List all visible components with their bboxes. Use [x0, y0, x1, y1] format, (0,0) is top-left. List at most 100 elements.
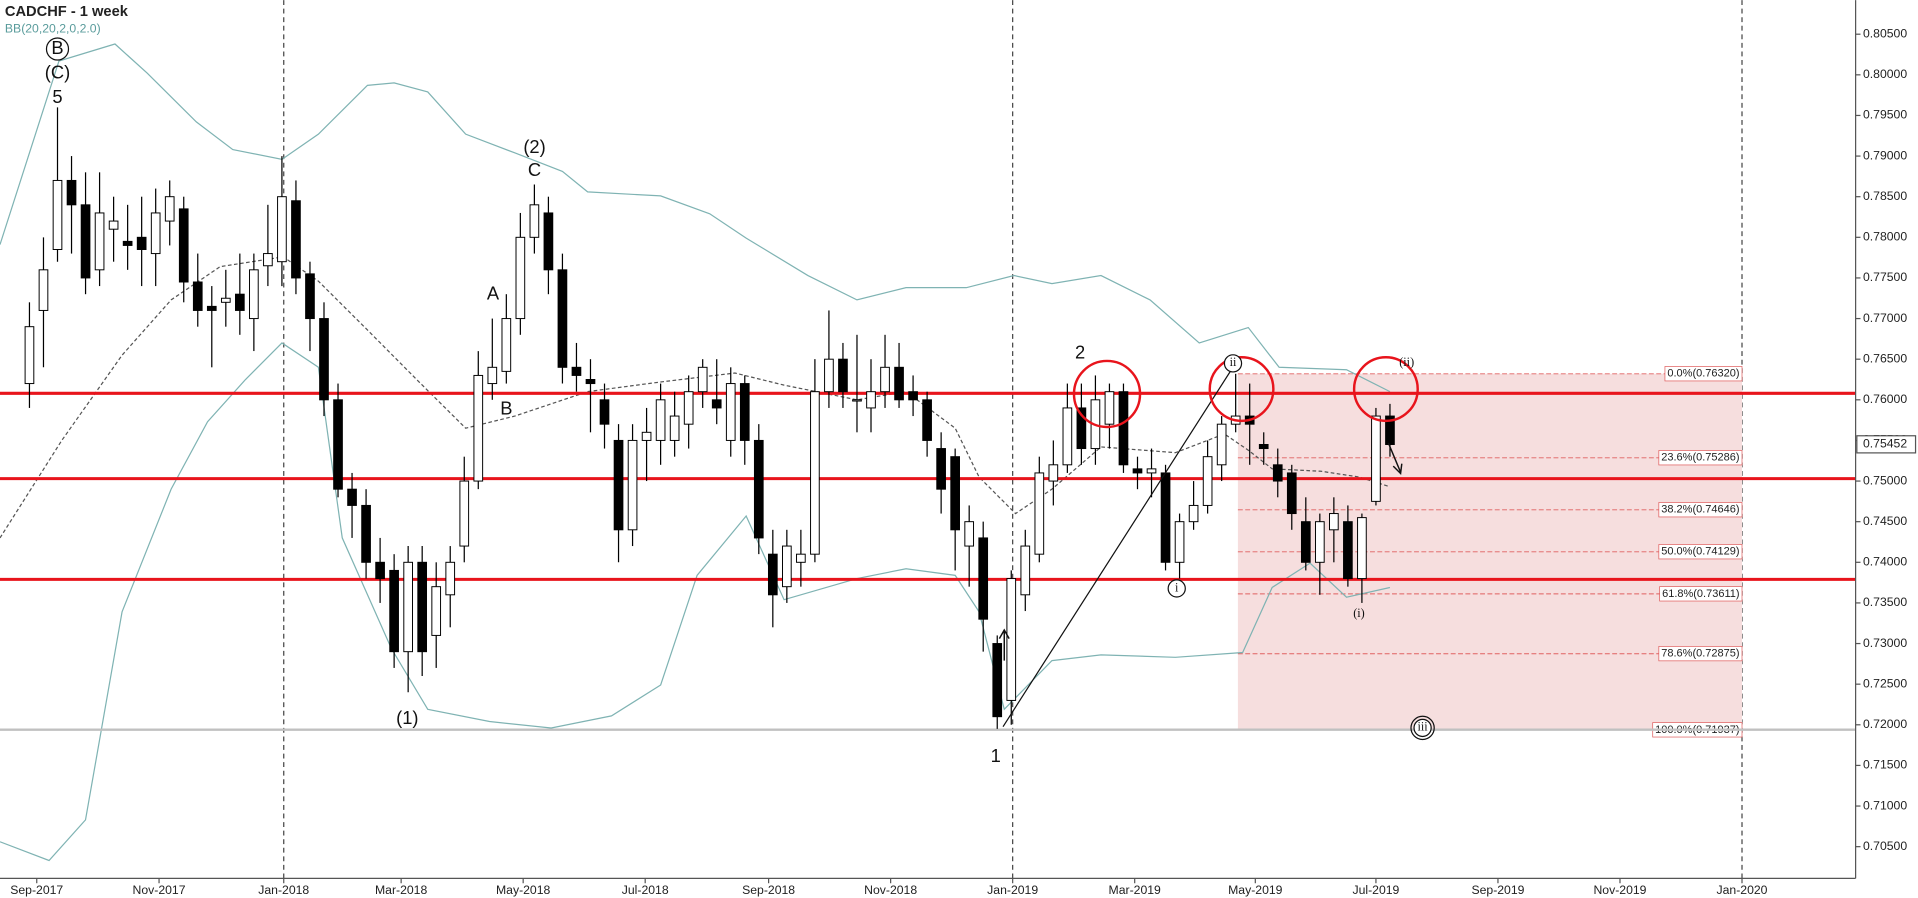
wave-label: 2	[1075, 341, 1085, 362]
x-tick-label: May-2018	[496, 883, 551, 897]
x-tick-label: May-2019	[1228, 883, 1283, 897]
candle-body	[319, 318, 329, 401]
x-tick-label: Mar-2019	[1109, 883, 1161, 897]
fib-label: 50.0%(0.74129)	[1661, 546, 1739, 558]
x-tick-label: Jan-2020	[1717, 883, 1768, 897]
y-tick-label: 0.77500	[1863, 270, 1907, 284]
x-tick-label: Mar-2018	[375, 883, 427, 897]
fib-label-bg	[1658, 502, 1743, 518]
wave-label: ii	[1230, 355, 1237, 369]
candle-body	[880, 366, 890, 393]
candle-body	[1385, 415, 1395, 445]
fib-label: 38.2%(0.74646)	[1661, 504, 1739, 516]
candle-body	[1216, 423, 1227, 466]
candle-body	[725, 383, 736, 441]
fib-label: 61.8%(0.73611)	[1662, 588, 1739, 600]
y-tick-label: 0.78500	[1863, 189, 1907, 203]
candle-body	[641, 431, 652, 441]
fib-label-bg	[1658, 544, 1743, 560]
x-tick-label: Sep-2018	[742, 883, 795, 897]
candle-body	[655, 399, 666, 441]
candle-body	[824, 358, 834, 393]
band-middle	[0, 256, 1391, 539]
y-tick-label: 0.80500	[1863, 26, 1907, 40]
candle-body	[487, 366, 498, 385]
candle-body	[1146, 468, 1157, 474]
candle-body	[838, 358, 848, 393]
candle-body	[543, 212, 554, 271]
annotation-ring	[1223, 354, 1243, 373]
candle-body	[515, 236, 526, 320]
candle-body	[613, 439, 624, 531]
candle-body	[178, 208, 189, 283]
candle-body	[571, 366, 582, 376]
candle-body	[361, 504, 371, 563]
last-price-box	[1856, 435, 1917, 454]
candle-body	[599, 399, 610, 425]
candle-body	[936, 448, 946, 490]
candle-body	[1020, 545, 1031, 596]
y-tick-label: 0.74000	[1863, 555, 1907, 569]
y-tick-label: 0.71500	[1863, 758, 1907, 772]
y-tick-label: 0.79500	[1863, 108, 1907, 122]
candle-body	[291, 200, 301, 279]
candle-body	[753, 439, 764, 539]
wave-label: 5	[52, 86, 62, 107]
candle-body	[52, 179, 63, 250]
candle-body	[80, 204, 91, 279]
candle-body	[585, 379, 596, 385]
candle-body	[852, 399, 862, 402]
y-tick-label: 0.70500	[1863, 839, 1907, 853]
y-tick-label: 0.73500	[1863, 595, 1907, 609]
candle-body	[683, 391, 694, 425]
candle-body	[1202, 456, 1213, 506]
wave-label: (1)	[396, 707, 418, 728]
x-tick-label: Jan-2019	[987, 883, 1038, 897]
candle-body	[1329, 513, 1339, 531]
arrow	[998, 628, 1010, 661]
candle-body	[263, 253, 273, 267]
candle-body	[1104, 391, 1115, 425]
candle-body	[964, 521, 975, 547]
y-tick-label: 0.75000	[1863, 473, 1907, 487]
candle-body	[235, 293, 245, 311]
wave-label: (i)	[1353, 606, 1365, 620]
fib-label-bg	[1659, 586, 1743, 602]
annotation-ring	[1413, 718, 1432, 738]
candle-body	[1371, 415, 1381, 502]
fib-label: 23.6%(0.75286)	[1661, 452, 1739, 464]
candle-body	[711, 399, 722, 409]
wave-label: B	[500, 398, 512, 419]
candle-body	[417, 561, 428, 653]
y-tick-label: 0.79000	[1863, 148, 1907, 162]
annotation-ring	[1167, 579, 1186, 598]
wave-label: i	[1175, 580, 1179, 594]
x-tick-label: Nov-2019	[1593, 883, 1646, 897]
candle-body	[1286, 472, 1297, 515]
arrow	[1387, 442, 1403, 476]
wave-label: B	[51, 37, 63, 58]
candle-body	[1314, 521, 1325, 563]
candle-body	[305, 273, 315, 320]
candle-body	[206, 305, 217, 311]
candle-body	[1048, 464, 1059, 482]
highlight-circle	[1208, 356, 1275, 423]
candle-body	[697, 366, 708, 393]
candle-body	[1300, 521, 1311, 563]
y-tick-label: 0.74500	[1863, 514, 1907, 528]
candle-body	[403, 561, 413, 653]
candle-body	[908, 391, 918, 401]
candle-body	[94, 212, 105, 271]
wave-label: C	[528, 159, 541, 180]
candle-body	[529, 204, 540, 238]
highlight-circle	[1352, 356, 1419, 423]
fib-label: 78.6%(0.72875)	[1661, 648, 1739, 660]
x-tick-label: Jan-2018	[258, 883, 309, 897]
candle-body	[277, 196, 287, 263]
candle-body	[557, 269, 568, 368]
x-tick-label: Nov-2017	[133, 883, 186, 897]
candle-body	[1174, 521, 1185, 563]
candle-body	[431, 586, 442, 636]
y-tick-label: 0.72000	[1863, 717, 1907, 731]
candle-body	[1343, 521, 1353, 580]
